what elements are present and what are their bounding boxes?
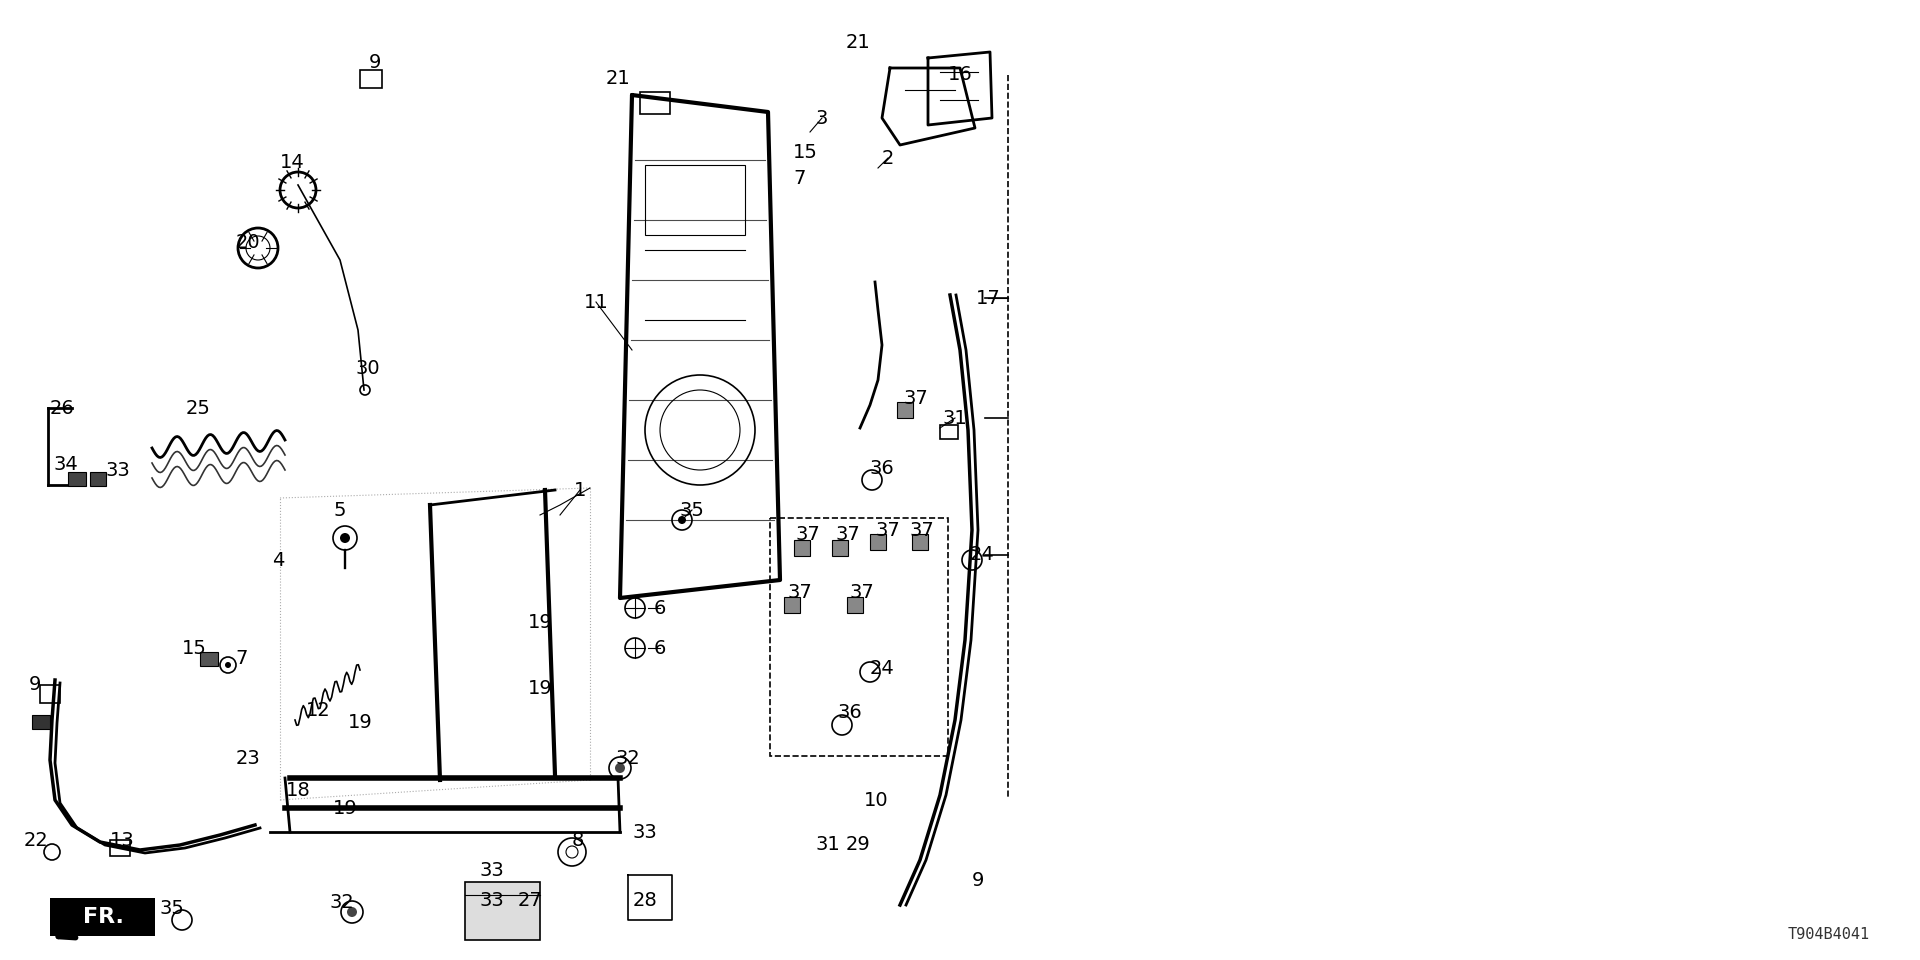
Text: 31: 31 <box>816 835 841 854</box>
Text: 3: 3 <box>816 108 828 128</box>
Bar <box>912 534 927 550</box>
Text: 17: 17 <box>975 289 1000 307</box>
Text: 31: 31 <box>943 409 968 427</box>
Bar <box>67 472 86 486</box>
Circle shape <box>348 907 357 917</box>
Text: 19: 19 <box>528 612 553 632</box>
Text: 15: 15 <box>182 638 207 658</box>
Text: 33: 33 <box>480 860 505 879</box>
Text: 15: 15 <box>793 142 818 161</box>
Text: 22: 22 <box>23 830 48 850</box>
Text: 9: 9 <box>29 676 40 694</box>
Text: 27: 27 <box>518 891 541 909</box>
Bar <box>90 472 106 486</box>
Text: 11: 11 <box>584 293 609 311</box>
Text: 24: 24 <box>870 659 895 678</box>
Text: T904B4041: T904B4041 <box>1788 927 1870 942</box>
Bar <box>33 715 50 729</box>
Text: 37: 37 <box>787 583 812 602</box>
Circle shape <box>614 763 626 773</box>
Text: 24: 24 <box>970 545 995 564</box>
Bar <box>109 840 131 856</box>
Bar <box>645 165 745 235</box>
Text: 19: 19 <box>348 712 372 732</box>
Text: 35: 35 <box>680 500 705 519</box>
Bar <box>847 597 862 613</box>
Bar <box>465 882 540 940</box>
Text: 28: 28 <box>632 891 657 909</box>
Text: 33: 33 <box>480 891 505 909</box>
Bar <box>897 402 914 418</box>
Text: 20: 20 <box>236 232 261 252</box>
Text: 7: 7 <box>793 169 806 187</box>
Text: 32: 32 <box>616 749 641 767</box>
Text: 36: 36 <box>837 703 862 722</box>
Text: FR.: FR. <box>83 907 123 927</box>
Text: 26: 26 <box>50 398 75 418</box>
Text: 37: 37 <box>851 583 874 602</box>
Text: 8: 8 <box>572 830 584 850</box>
Text: 29: 29 <box>845 835 870 854</box>
Text: 37: 37 <box>835 525 860 544</box>
Bar <box>40 685 60 703</box>
Text: 30: 30 <box>355 358 380 377</box>
Text: 23: 23 <box>236 749 261 767</box>
Bar <box>200 652 219 666</box>
Text: 9: 9 <box>369 53 382 71</box>
Text: 5: 5 <box>334 500 346 519</box>
Text: 32: 32 <box>330 893 355 911</box>
Bar <box>795 540 810 556</box>
Bar <box>831 540 849 556</box>
Text: 4: 4 <box>273 550 284 569</box>
Text: 37: 37 <box>876 520 900 540</box>
Text: 7: 7 <box>236 649 248 667</box>
Text: 37: 37 <box>795 525 820 544</box>
Text: 33: 33 <box>106 461 131 479</box>
Text: 16: 16 <box>948 65 972 84</box>
Text: 21: 21 <box>845 33 870 52</box>
Bar <box>783 597 801 613</box>
Text: 12: 12 <box>305 701 330 719</box>
Bar <box>870 534 885 550</box>
Bar <box>50 898 156 936</box>
Text: 37: 37 <box>910 520 935 540</box>
Text: 21: 21 <box>605 68 630 87</box>
Text: 19: 19 <box>528 679 553 698</box>
Text: 25: 25 <box>186 398 211 418</box>
Text: 37: 37 <box>904 389 929 407</box>
Circle shape <box>678 516 685 524</box>
Text: 10: 10 <box>864 790 889 809</box>
Bar <box>770 518 948 756</box>
Text: 6: 6 <box>655 598 666 617</box>
Text: 19: 19 <box>332 799 357 818</box>
Text: 14: 14 <box>280 153 305 172</box>
Text: 2: 2 <box>881 149 895 167</box>
Text: 13: 13 <box>109 830 134 850</box>
Text: 9: 9 <box>972 871 985 890</box>
Text: 35: 35 <box>159 899 184 918</box>
Text: 18: 18 <box>286 780 311 800</box>
Text: 6: 6 <box>655 638 666 658</box>
Bar <box>941 425 958 439</box>
Circle shape <box>340 533 349 543</box>
Text: 33: 33 <box>632 823 657 842</box>
Text: 36: 36 <box>870 459 895 477</box>
Text: 34: 34 <box>54 455 79 474</box>
Bar <box>639 92 670 114</box>
Bar <box>361 70 382 88</box>
Circle shape <box>225 662 230 668</box>
Text: 1: 1 <box>574 481 586 499</box>
